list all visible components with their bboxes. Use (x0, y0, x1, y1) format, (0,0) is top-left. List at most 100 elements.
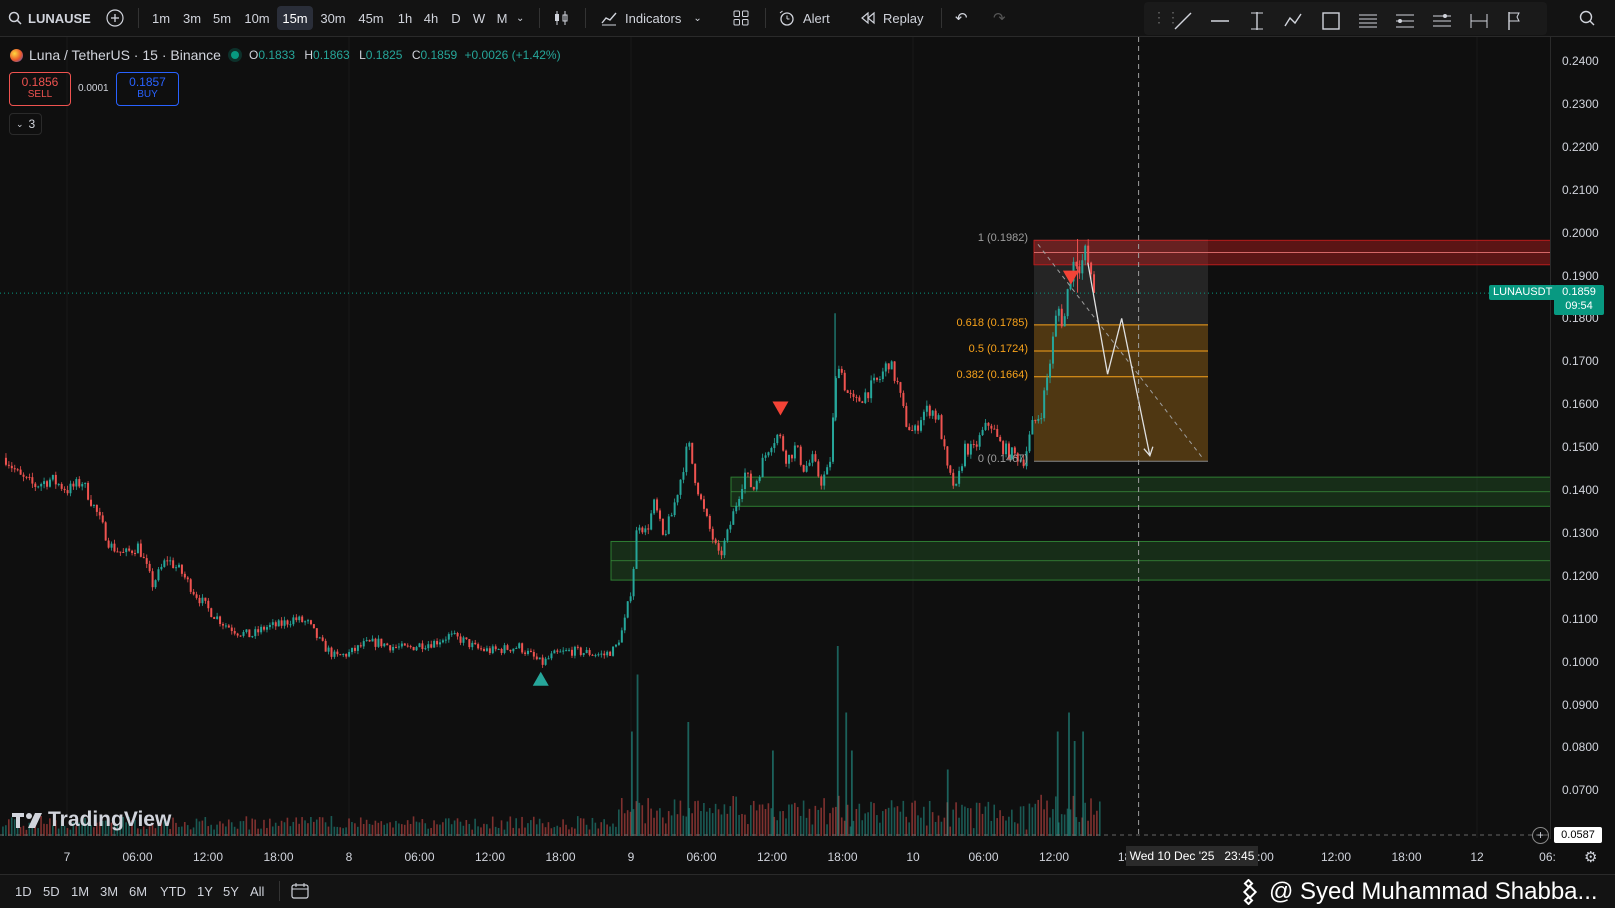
candle[interactable] (738, 498, 741, 506)
candle[interactable] (673, 502, 676, 516)
candle[interactable] (500, 649, 503, 653)
candle[interactable] (996, 429, 999, 437)
candle[interactable] (309, 620, 312, 625)
candle[interactable] (890, 361, 893, 370)
candle[interactable] (321, 637, 324, 641)
candle[interactable] (808, 462, 811, 466)
candle[interactable] (656, 499, 659, 511)
candle[interactable] (955, 483, 958, 486)
interval-3m[interactable]: 3m (182, 10, 202, 26)
candle[interactable] (139, 543, 142, 557)
interval-5m[interactable]: 5m (212, 10, 232, 26)
sell-button[interactable]: 0.1856 SELL (9, 72, 71, 106)
candle[interactable] (22, 474, 25, 477)
candle[interactable] (210, 608, 213, 618)
candle[interactable] (658, 510, 661, 519)
candle[interactable] (207, 600, 210, 609)
candle[interactable] (342, 653, 345, 656)
price-chart[interactable] (0, 37, 1550, 839)
candle[interactable] (981, 429, 984, 436)
vertical-line-icon[interactable] (1246, 10, 1268, 32)
candle[interactable] (612, 646, 615, 656)
flag-icon[interactable] (1505, 10, 1527, 32)
candle[interactable] (931, 410, 934, 416)
interval-4h[interactable]: 4h (423, 10, 439, 26)
candle[interactable] (66, 490, 69, 494)
candle[interactable] (400, 643, 403, 647)
candle[interactable] (614, 644, 617, 647)
candle[interactable] (450, 633, 453, 635)
candle[interactable] (999, 436, 1002, 442)
candle[interactable] (134, 552, 137, 554)
candle[interactable] (289, 624, 292, 626)
candle[interactable] (51, 474, 54, 480)
candle[interactable] (57, 483, 60, 485)
candle[interactable] (148, 563, 151, 572)
candle[interactable] (459, 636, 462, 643)
candle[interactable] (265, 627, 268, 630)
range-5d[interactable]: 5D (43, 884, 60, 899)
candle[interactable] (224, 625, 227, 627)
candle[interactable] (1019, 459, 1022, 462)
candle[interactable] (940, 415, 943, 440)
candle[interactable] (295, 617, 298, 621)
candle[interactable] (664, 533, 667, 535)
candle[interactable] (969, 444, 972, 455)
candle[interactable] (840, 368, 843, 373)
candle[interactable] (351, 647, 354, 653)
range-ytd[interactable]: YTD (160, 884, 186, 899)
candle[interactable] (377, 638, 380, 647)
candle[interactable] (166, 560, 169, 562)
candle[interactable] (515, 647, 518, 649)
candle[interactable] (192, 591, 195, 595)
compare-symbol-button[interactable] (106, 0, 124, 36)
candle[interactable] (559, 651, 562, 653)
candle[interactable] (254, 629, 257, 637)
candle[interactable] (846, 390, 849, 393)
candle[interactable] (626, 601, 629, 618)
candle[interactable] (834, 378, 837, 418)
goto-date-button[interactable] (290, 882, 310, 905)
candle[interactable] (145, 558, 148, 564)
candle[interactable] (480, 648, 483, 650)
templates-button[interactable] (732, 0, 750, 36)
candle[interactable] (403, 643, 406, 646)
candle[interactable] (81, 483, 84, 487)
candle[interactable] (1054, 315, 1057, 337)
add-alert-icon[interactable]: + (1532, 827, 1549, 844)
candle[interactable] (961, 466, 964, 471)
candle[interactable] (691, 442, 694, 464)
interval-15m[interactable]: 15m (277, 6, 313, 30)
candle[interactable] (790, 454, 793, 459)
candle[interactable] (785, 450, 788, 464)
candle[interactable] (568, 649, 571, 651)
candle[interactable] (761, 457, 764, 478)
candle[interactable] (25, 476, 28, 478)
candle[interactable] (705, 508, 708, 516)
candle[interactable] (893, 361, 896, 381)
candle[interactable] (1022, 459, 1025, 467)
candle[interactable] (116, 551, 119, 553)
redo-button[interactable]: ↷ (993, 0, 1006, 36)
candle[interactable] (746, 472, 749, 474)
candle[interactable] (946, 446, 949, 466)
candle[interactable] (172, 560, 175, 568)
interval-1h[interactable]: 1h (397, 10, 413, 26)
candle[interactable] (389, 645, 392, 651)
candle[interactable] (397, 646, 400, 648)
candle[interactable] (98, 511, 101, 516)
candle[interactable] (820, 476, 823, 486)
candle[interactable] (685, 446, 688, 473)
candle[interactable] (588, 649, 591, 655)
candle[interactable] (236, 633, 239, 636)
candle[interactable] (421, 643, 424, 650)
candle[interactable] (447, 634, 450, 640)
candle[interactable] (711, 528, 714, 540)
candle[interactable] (617, 642, 620, 645)
candle[interactable] (509, 649, 512, 652)
candle[interactable] (817, 461, 820, 477)
candle[interactable] (878, 379, 881, 381)
candle[interactable] (84, 482, 87, 484)
interval-d[interactable]: D (451, 10, 461, 26)
candle[interactable] (749, 473, 752, 488)
